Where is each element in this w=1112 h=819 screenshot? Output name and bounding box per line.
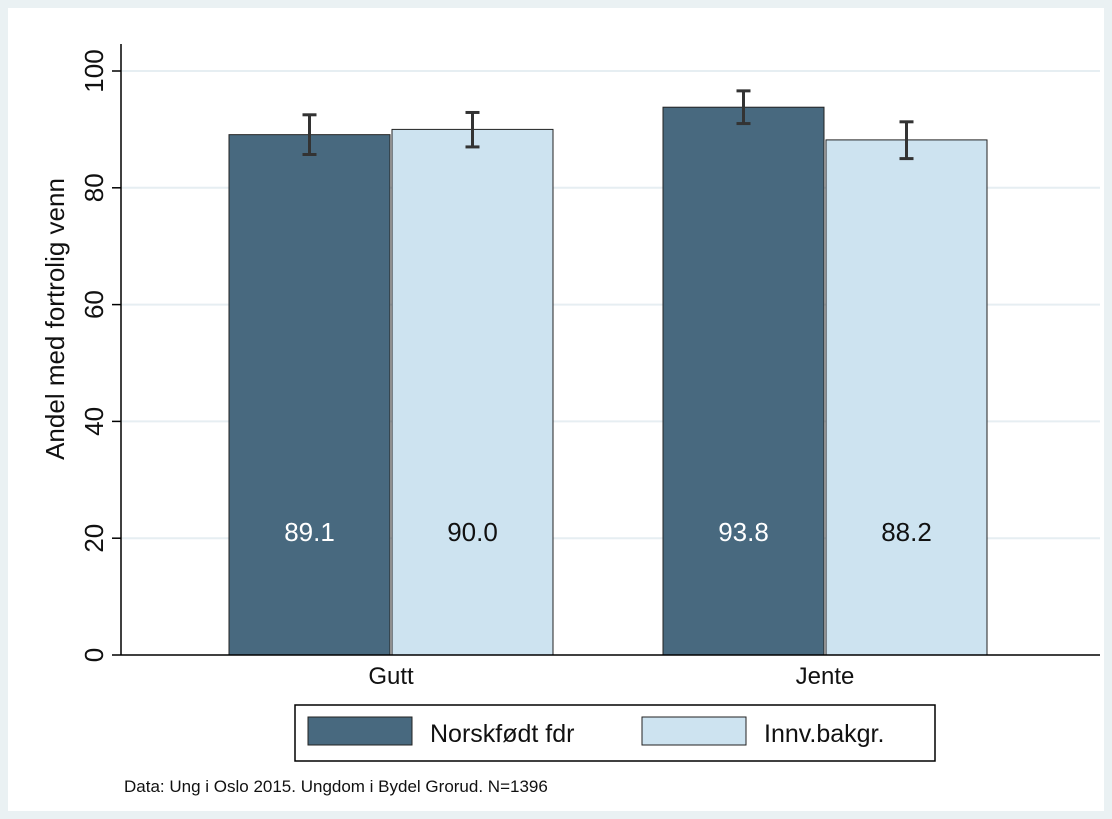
legend-label: Innv.bakgr. bbox=[764, 720, 884, 748]
bars: 89.1 90.0 93.8 88.2 bbox=[228, 89, 988, 656]
bar bbox=[825, 139, 988, 656]
bar bbox=[391, 128, 554, 656]
y-tick-label: 100 bbox=[79, 49, 109, 92]
y-axis-label: Andel med fortrolig venn bbox=[40, 178, 70, 460]
y-tick-label: 40 bbox=[79, 407, 109, 436]
bar bbox=[662, 106, 825, 656]
source-note: Data: Ung i Oslo 2015. Ungdom i Bydel Gr… bbox=[124, 777, 548, 796]
legend-label: Norskfødt fdr bbox=[430, 720, 574, 748]
y-tick-label: 80 bbox=[79, 173, 109, 202]
y-tick-label: 0 bbox=[79, 648, 109, 662]
legend-swatch bbox=[307, 716, 413, 746]
bar bbox=[228, 134, 391, 656]
axes: Andel med fortrolig venn 0 20 40 60 80 100 Gut… bbox=[40, 44, 1100, 690]
x-tick-label: Jente bbox=[796, 663, 855, 690]
data-label: 93.8 bbox=[718, 517, 769, 547]
legend: Norskfødt fdr Innv.bakgr. bbox=[294, 704, 936, 762]
x-tick-label: Gutt bbox=[368, 663, 414, 690]
data-label: 89.1 bbox=[284, 517, 335, 547]
legend-swatch bbox=[641, 716, 747, 746]
data-label: 90.0 bbox=[447, 517, 498, 547]
y-tick-label: 60 bbox=[79, 290, 109, 319]
data-label: 88.2 bbox=[881, 517, 932, 547]
y-tick-label: 20 bbox=[79, 524, 109, 553]
